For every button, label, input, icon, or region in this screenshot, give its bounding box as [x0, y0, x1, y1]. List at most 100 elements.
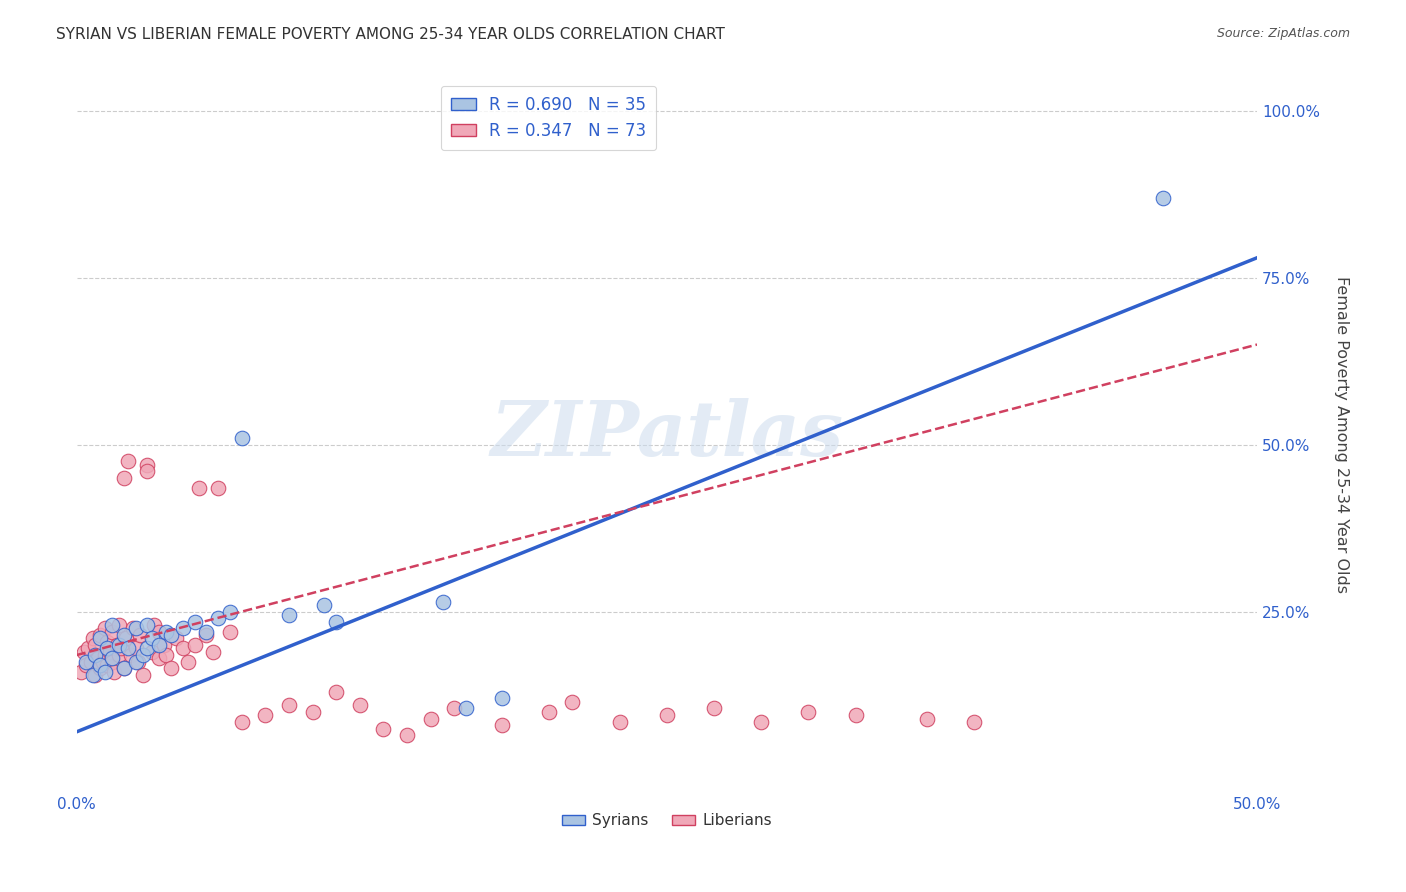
Point: [87, 651, 110, 665]
Point: [96, 641, 118, 656]
Point: [124, 641, 146, 656]
Point: [155, 624, 177, 639]
Point: [491, 718, 513, 732]
Point: [124, 621, 146, 635]
Point: [84, 638, 107, 652]
Point: [845, 708, 868, 723]
Point: [202, 645, 225, 659]
Point: [82, 632, 104, 646]
Point: [561, 695, 583, 709]
Point: [112, 661, 135, 675]
Point: [207, 481, 229, 495]
Point: [160, 661, 183, 675]
Point: [101, 651, 124, 665]
Point: [82, 668, 104, 682]
Point: [325, 685, 347, 699]
Point: [141, 645, 163, 659]
Point: [655, 708, 678, 723]
Point: [136, 465, 159, 479]
Point: [373, 722, 395, 736]
Point: [314, 598, 336, 612]
Point: [89, 632, 111, 646]
Point: [148, 624, 170, 639]
Point: [278, 607, 301, 622]
Point: [915, 711, 938, 725]
Point: [155, 648, 177, 662]
Point: [89, 658, 111, 673]
Point: [183, 615, 205, 629]
Point: [396, 728, 419, 742]
Point: [108, 618, 131, 632]
Point: [96, 658, 118, 673]
Point: [165, 632, 187, 646]
Point: [98, 645, 121, 659]
Point: [160, 628, 183, 642]
Point: [124, 655, 146, 669]
Point: [89, 661, 111, 675]
Point: [89, 628, 111, 642]
Point: [129, 628, 152, 642]
Point: [94, 648, 117, 662]
Point: [432, 594, 454, 608]
Point: [254, 708, 277, 723]
Point: [419, 711, 441, 725]
Point: [91, 655, 114, 669]
Point: [84, 668, 107, 682]
Point: [72, 645, 94, 659]
Point: [172, 641, 194, 656]
Point: [96, 634, 118, 648]
Point: [703, 701, 725, 715]
Point: [301, 705, 323, 719]
Point: [110, 641, 132, 656]
Point: [70, 665, 93, 679]
Point: [797, 705, 820, 719]
Point: [609, 714, 631, 729]
Point: [101, 618, 124, 632]
Point: [103, 665, 125, 679]
Point: [325, 615, 347, 629]
Point: [84, 648, 107, 662]
Legend: Syrians, Liberians: Syrians, Liberians: [555, 807, 778, 834]
Point: [77, 641, 100, 656]
Point: [195, 624, 218, 639]
Point: [120, 648, 142, 662]
Point: [117, 641, 139, 656]
Point: [122, 621, 145, 635]
Point: [349, 698, 371, 713]
Point: [749, 714, 772, 729]
Point: [112, 471, 135, 485]
Point: [136, 641, 159, 656]
Point: [231, 714, 253, 729]
Point: [219, 605, 242, 619]
Point: [141, 632, 163, 646]
Point: [115, 632, 138, 646]
Point: [176, 655, 198, 669]
Point: [153, 638, 176, 652]
Point: [117, 454, 139, 468]
Point: [136, 458, 159, 472]
Point: [101, 655, 124, 669]
Text: SYRIAN VS LIBERIAN FEMALE POVERTY AMONG 25-34 YEAR OLDS CORRELATION CHART: SYRIAN VS LIBERIAN FEMALE POVERTY AMONG …: [56, 27, 725, 42]
Point: [207, 611, 229, 625]
Point: [127, 655, 149, 669]
Point: [537, 705, 560, 719]
Point: [101, 624, 124, 639]
Point: [219, 624, 242, 639]
Point: [94, 665, 117, 679]
Point: [75, 655, 97, 669]
Point: [131, 668, 153, 682]
Point: [108, 648, 131, 662]
Point: [136, 618, 159, 632]
Point: [456, 701, 478, 715]
Point: [443, 701, 465, 715]
Point: [963, 714, 986, 729]
Point: [1152, 191, 1174, 205]
Point: [148, 638, 170, 652]
Point: [183, 638, 205, 652]
Point: [148, 651, 170, 665]
Point: [195, 628, 218, 642]
Point: [131, 648, 153, 662]
Point: [80, 655, 103, 669]
Text: ZIPatlas: ZIPatlas: [491, 398, 844, 472]
Point: [172, 621, 194, 635]
